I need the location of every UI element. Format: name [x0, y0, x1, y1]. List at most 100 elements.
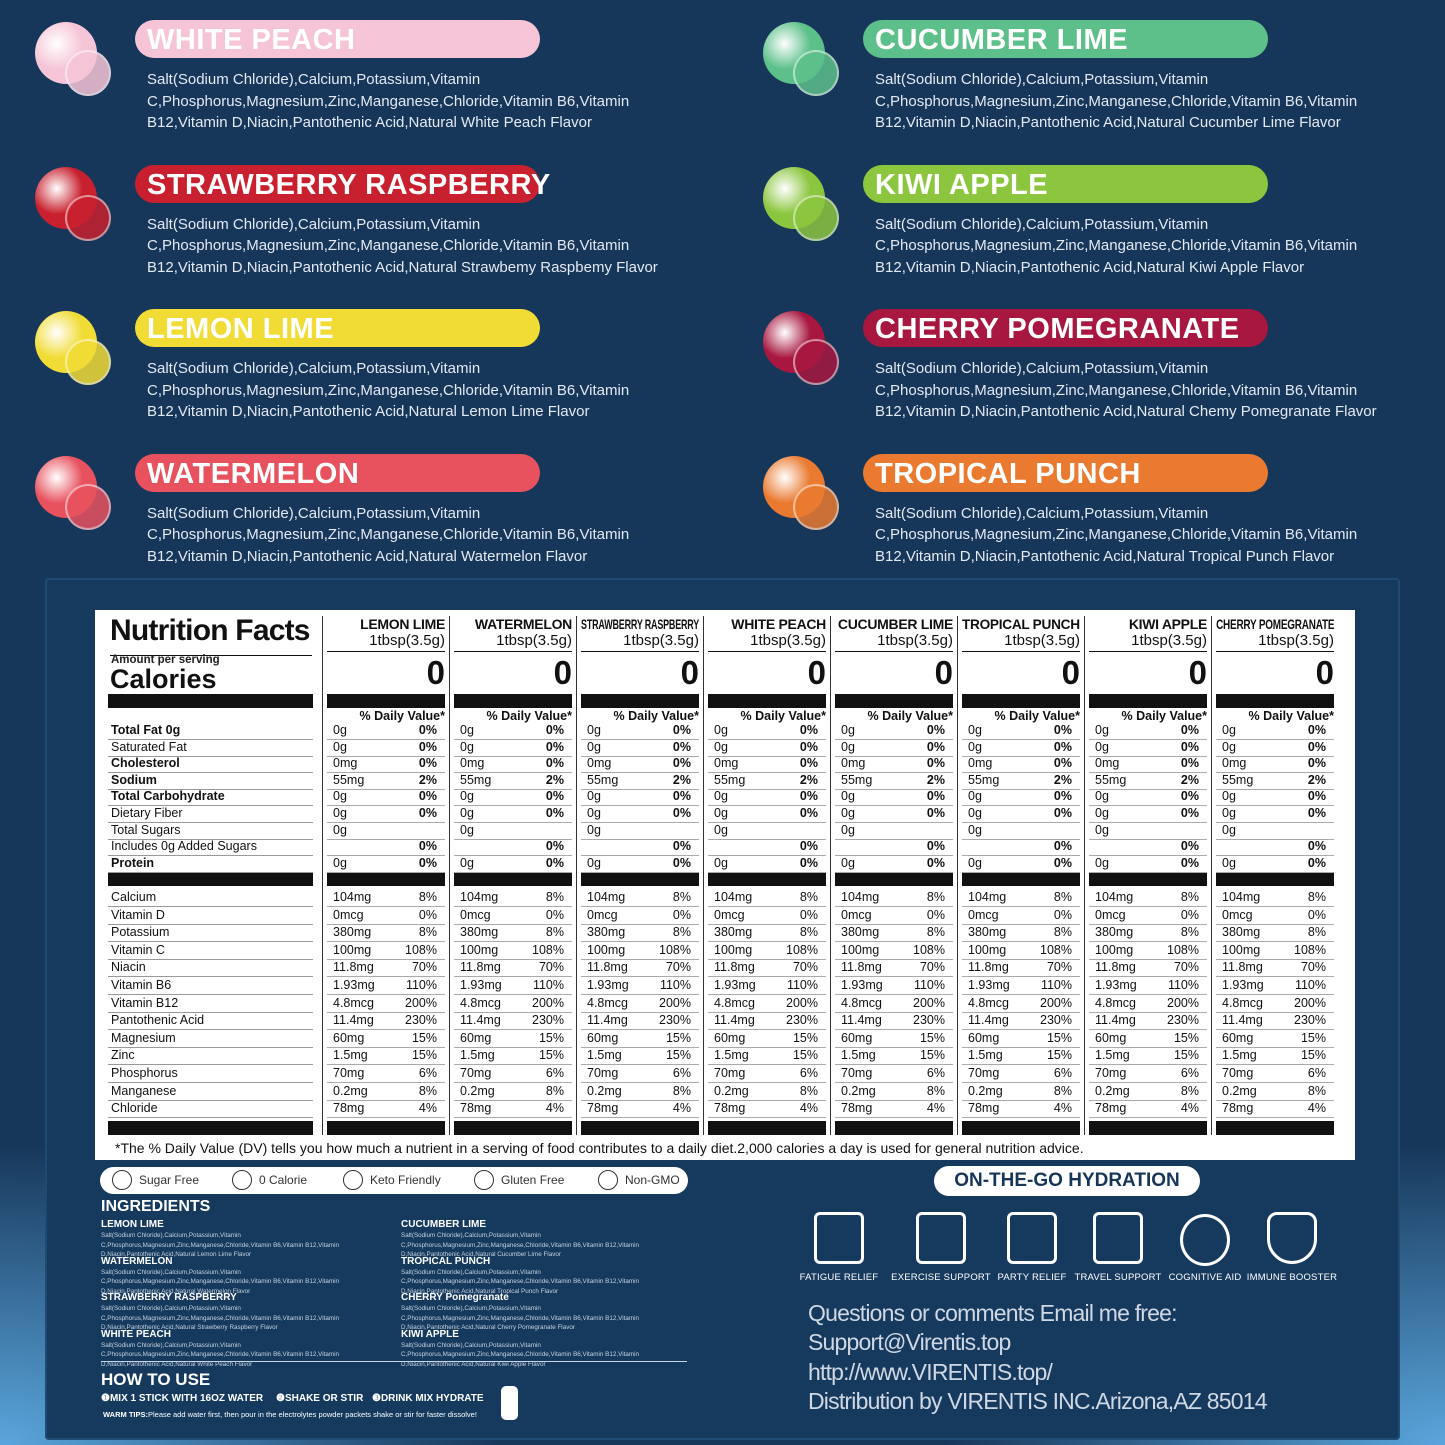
nutrient-percent: 0%: [799, 756, 818, 771]
thick-rule: [1216, 872, 1334, 886]
nutrient-percent: 8%: [418, 890, 437, 904]
row-rule: [108, 1082, 313, 1083]
row-rule: [454, 838, 572, 840]
nutrient-amount: 0g: [968, 789, 982, 804]
row-rule: [835, 772, 953, 774]
nutrient-amount: 0g: [460, 806, 474, 820]
nutrient-amount: 55mg: [460, 772, 492, 787]
nutrient-amount: 1.5mg: [714, 1048, 749, 1063]
nutrient-percent: 0%: [799, 806, 818, 820]
nutrient-amount: 0g: [968, 806, 982, 820]
row-rule: [108, 976, 313, 978]
row-rule: [327, 906, 445, 907]
nutrient-amount: 11.8mg: [587, 960, 628, 975]
nutrient-label: Magnesium: [111, 1030, 176, 1045]
nutrient-amount: 1.93mg: [333, 978, 375, 992]
row-rule: [454, 906, 572, 907]
nutrient-percent: 0%: [418, 723, 437, 737]
nutrient-percent: 0%: [418, 789, 437, 804]
nutrient-amount: 55mg: [587, 772, 619, 787]
row-rule: [1089, 976, 1207, 978]
nutrient-amount: 0mcg: [587, 907, 618, 922]
nutrient-percent: 110%: [1294, 978, 1326, 992]
row-rule: [708, 788, 826, 790]
row-rule: [454, 923, 572, 925]
row-rule: [327, 855, 445, 857]
nutrient-percent: 110%: [405, 978, 437, 992]
row-rule: [962, 1064, 1080, 1066]
row-rule: [1216, 1046, 1334, 1048]
nutrient-percent: 0%: [1307, 739, 1326, 754]
row-rule: [1216, 958, 1334, 960]
thick-rule: [708, 694, 826, 708]
nutrient-amount: 0g: [460, 789, 474, 804]
fruit-icon: [793, 50, 839, 96]
rule: [101, 1361, 687, 1362]
nutrient-amount: 78mg: [460, 1101, 492, 1116]
ingredient-text: Salt(Sodium Chloride),Calcium,Potassium,…: [401, 1341, 640, 1368]
nutrient-amount: 0g: [714, 822, 728, 837]
nutrient-percent: 0%: [1180, 855, 1199, 870]
nutrient-amount: 70mg: [714, 1066, 746, 1080]
row-rule: [454, 976, 572, 978]
nutrient-amount: 0g: [587, 822, 601, 837]
flavor-ingredients: Salt(Sodium Chloride),Calcium,Potassium,…: [147, 215, 658, 276]
row-rule: [1089, 822, 1207, 823]
thick-rule: [454, 694, 572, 708]
nutrient-amount: 11.4mg: [587, 1013, 628, 1028]
nutrient-percent: 15%: [1300, 1030, 1326, 1045]
nutrient-amount: 0g: [714, 739, 728, 754]
ingredient-name: WHITE PEACH: [101, 1328, 171, 1340]
nutrient-percent: 0%: [545, 789, 564, 804]
nutrient-amount: 0mcg: [1222, 907, 1253, 922]
nutrient-percent: 8%: [799, 1083, 818, 1098]
nutrient-percent: 0%: [545, 839, 564, 854]
nutrient-amount: 70mg: [841, 1066, 873, 1080]
row-rule: [708, 805, 826, 807]
row-rule: [835, 923, 953, 925]
row-rule: [1089, 1099, 1207, 1101]
nutrient-amount: 104mg: [841, 890, 880, 904]
row-rule: [327, 805, 445, 807]
row-rule: [835, 958, 953, 960]
row-rule: [108, 805, 313, 807]
flavor-ingredients: Salt(Sodium Chloride),Calcium,Potassium,…: [875, 71, 1358, 131]
row-rule: [327, 788, 445, 790]
row-rule: [835, 739, 953, 740]
nutrient-percent: 0%: [672, 839, 691, 854]
thick-rule: [327, 872, 445, 886]
serving-size: 1tbsp(3.5g): [623, 632, 699, 649]
nutrient-label: Potassium: [111, 925, 170, 940]
badge-label: Non-GMO: [625, 1173, 680, 1187]
nutrient-percent: 8%: [1053, 1083, 1072, 1098]
row-rule: [327, 1029, 445, 1031]
row-rule: [108, 772, 313, 774]
ingredient-text: Salt(Sodium Chloride),Calcium,Potassium,…: [101, 1341, 340, 1368]
nutrient-amount: 0g: [1095, 789, 1109, 804]
thick-rule: [454, 872, 572, 886]
nutrient-amount: 60mg: [968, 1030, 1000, 1045]
nutrient-percent: 110%: [913, 978, 945, 992]
nutrient-percent: 0%: [672, 789, 691, 804]
row-rule: [454, 772, 572, 774]
nutrient-percent: 6%: [1053, 1066, 1072, 1080]
nutrient-percent: 8%: [545, 890, 564, 904]
nutrient-amount: 1.93mg: [968, 978, 1010, 992]
nutrient-amount: 380mg: [1095, 925, 1134, 940]
nutrient-percent: 0%: [1053, 839, 1072, 854]
nutrient-percent: 4%: [672, 1101, 691, 1116]
nutrient-percent: 0%: [545, 723, 564, 737]
nutrient-label: Cholesterol: [111, 756, 180, 771]
thick-rule: [1216, 1121, 1334, 1135]
nutrient-percent: 6%: [1307, 1066, 1326, 1080]
row-rule: [708, 976, 826, 978]
nutrient-percent: 0%: [672, 806, 691, 820]
row-rule: [327, 976, 445, 978]
row-rule: [454, 1011, 572, 1013]
nutrient-percent: 6%: [672, 1066, 691, 1080]
nutrient-percent: 230%: [405, 1013, 437, 1028]
nutrient-amount: 0g: [333, 739, 347, 754]
flavor-name: STRAWBERRY RASPBERRY: [147, 168, 551, 201]
row-rule: [1089, 871, 1207, 873]
nutrient-amount: 1.5mg: [587, 1048, 622, 1063]
